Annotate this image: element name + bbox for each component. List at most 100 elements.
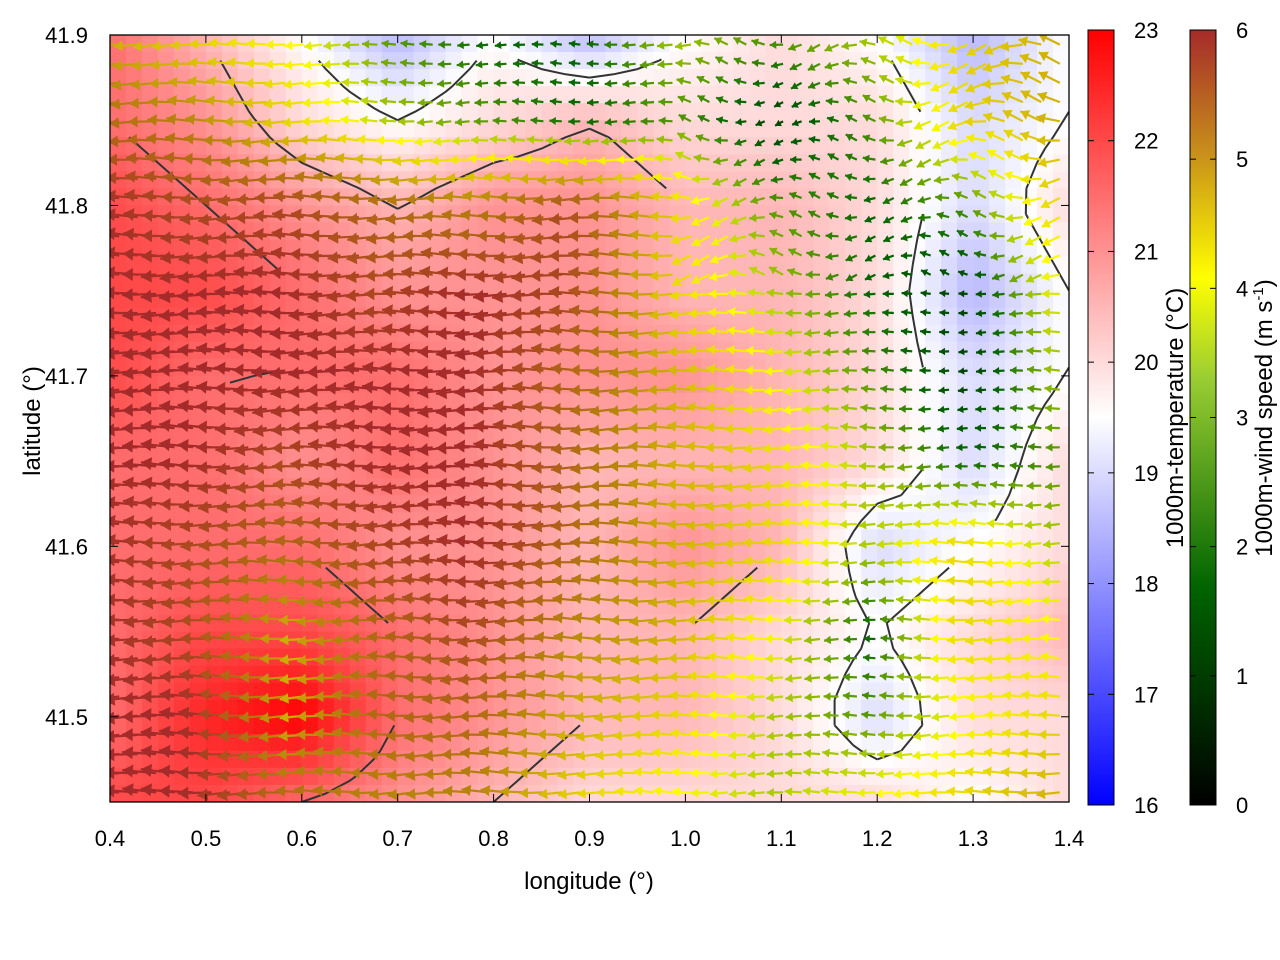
heatmap-cell [829, 307, 846, 326]
heatmap-cell [605, 103, 623, 121]
heatmap-cell [941, 461, 958, 479]
heatmap-cell [637, 120, 655, 138]
heatmap-cell [733, 409, 750, 428]
heatmap-cell [797, 409, 814, 428]
heatmap-cell [509, 103, 527, 121]
heatmap-cell [845, 69, 862, 87]
heatmap-cell [957, 273, 974, 292]
heatmap-cell [221, 256, 239, 275]
heatmap-cell [717, 52, 734, 70]
heatmap-cell [637, 103, 655, 121]
heatmap-cell [173, 86, 191, 104]
heatmap-cell [925, 665, 942, 684]
heatmap-cell [653, 307, 671, 326]
heatmap-cell [973, 427, 990, 445]
heatmap-cell [893, 324, 910, 343]
heatmap-cell [1053, 512, 1069, 530]
heatmap-cell [941, 478, 958, 496]
heatmap-cell [477, 86, 495, 104]
heatmap-cell [877, 273, 894, 292]
heatmap-cell [461, 103, 479, 121]
heatmap-cell [621, 35, 639, 53]
heatmap-cell [877, 767, 894, 786]
heatmap-cell [925, 188, 942, 207]
heatmap-cell [685, 52, 702, 70]
heatmap-cell [781, 222, 798, 241]
heatmap-cell [477, 120, 495, 138]
heatmap-cell [317, 137, 335, 155]
heatmap-cell [893, 375, 910, 394]
heatmap-cell [1021, 307, 1038, 326]
heatmap-cell [893, 256, 910, 275]
heatmap-cell [733, 716, 750, 735]
heatmap-cell [1037, 512, 1054, 530]
heatmap-cell [269, 120, 287, 138]
heatmap-cell [637, 86, 655, 104]
heatmap-cell [189, 631, 207, 650]
heatmap-cell [877, 239, 894, 258]
heatmap-cell [797, 103, 814, 121]
heatmap-cell [701, 103, 718, 121]
heatmap-cell [925, 409, 942, 428]
heatmap-cell [173, 103, 191, 121]
heatmap-cell [541, 154, 559, 172]
heatmap-cell [797, 120, 814, 138]
heatmap-cell [1053, 69, 1069, 87]
heatmap-cell [717, 273, 734, 292]
wind-arrow-head [95, 39, 104, 50]
heatmap-cell [413, 103, 431, 121]
heatmap-cell [637, 427, 655, 445]
heatmap-cell [781, 461, 798, 479]
heatmap-cell [957, 52, 974, 70]
heatmap-cell [973, 784, 990, 802]
heatmap-cell [717, 767, 734, 786]
heatmap-cell [925, 290, 942, 309]
heatmap-cell [893, 273, 910, 292]
heatmap-cell [541, 120, 559, 138]
heatmap-cell [813, 171, 830, 189]
heatmap-cell [621, 120, 639, 138]
heatmap-cell [973, 512, 990, 530]
heatmap-cell [765, 580, 782, 599]
heatmap-cell [637, 256, 655, 275]
heatmap-cell [925, 580, 942, 599]
heatmap-cell [221, 103, 239, 121]
heatmap-cell [717, 239, 734, 258]
heatmap-cell [717, 256, 734, 275]
heatmap-cell [557, 120, 575, 138]
heatmap-cell [733, 665, 750, 684]
heatmap-cell [333, 137, 351, 155]
heatmap-cell [381, 290, 399, 309]
heatmap-cell [157, 35, 175, 53]
heatmap-cell [333, 239, 351, 258]
heatmap-cell [477, 103, 495, 121]
heatmap-cell [637, 665, 655, 684]
heatmap-cell [877, 137, 894, 155]
heatmap-cell [445, 52, 463, 70]
heatmap-cell [509, 171, 527, 189]
heatmap-cell [525, 171, 543, 189]
heatmap-cell [173, 52, 191, 70]
heatmap-cell [525, 733, 543, 752]
heatmap-cell [413, 86, 431, 104]
heatmap-cell [973, 171, 990, 189]
wind-arrow-head [110, 306, 115, 320]
heatmap-cell [333, 682, 351, 701]
heatmap-cell [781, 716, 798, 735]
heatmap-cell [957, 358, 974, 377]
heatmap-cell [813, 239, 830, 258]
heatmap-cell [1005, 239, 1022, 258]
heatmap-cell [941, 767, 958, 786]
heatmap-cell [813, 256, 830, 275]
heatmap-cell [749, 222, 766, 241]
heatmap-cell [733, 205, 750, 224]
heatmap-cell [573, 86, 591, 104]
wind-arrow-head [85, 305, 96, 318]
heatmap-cell [733, 324, 750, 343]
heatmap-cell [1005, 358, 1022, 377]
heatmap-cell [701, 375, 718, 394]
heatmap-cell [317, 205, 335, 224]
wind-arrow-head [86, 265, 97, 278]
heatmap-cell [925, 461, 942, 479]
heatmap-cell [573, 580, 591, 599]
